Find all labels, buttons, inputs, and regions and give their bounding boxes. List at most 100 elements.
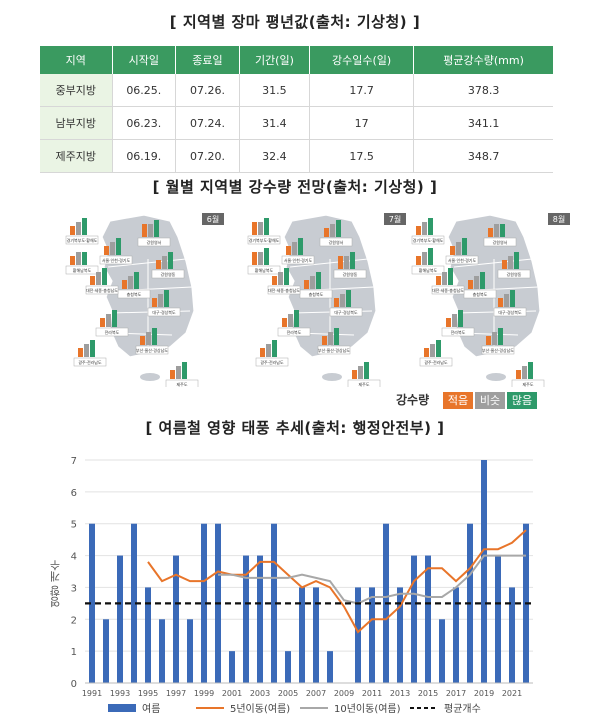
region-outlook-bar <box>292 242 297 255</box>
table-row: 중부지방 06.25. 07.26. 31.5 17.7 378.3 <box>40 74 553 107</box>
region-outlook-bar <box>258 222 263 235</box>
region-label: 전라북도 <box>451 329 466 335</box>
region-outlook-bar <box>116 238 121 255</box>
region-outlook-bar <box>446 318 451 327</box>
region-outlook-bar <box>182 362 187 379</box>
region-outlook-bar <box>456 242 461 255</box>
y-tick-label: 3 <box>71 583 77 594</box>
region-label-box <box>267 285 301 295</box>
region-outlook-bar <box>260 348 265 357</box>
region-outlook-bar <box>492 332 497 345</box>
region-outlook-bar <box>90 340 95 357</box>
x-tick-label: 2009 <box>334 689 354 698</box>
region-outlook-bar <box>100 318 105 327</box>
region-outlook-bar <box>328 332 333 345</box>
region-outlook-bar <box>252 222 257 235</box>
region-outlook-bar <box>436 276 441 285</box>
region-outlook-bar <box>70 226 75 235</box>
region-outlook-bar <box>510 290 515 307</box>
region-label: 부산·울산·경상남도 <box>136 347 168 353</box>
bar-1994 <box>131 523 137 683</box>
region-label-box <box>441 327 475 337</box>
x-tick-label: 1993 <box>110 689 130 698</box>
table-cell: 07.20. <box>175 139 240 173</box>
region-label: 강원영동 <box>507 271 522 277</box>
region-label: 대전·세종·충청남도 <box>86 287 118 293</box>
region-label: 강원영동 <box>161 271 176 277</box>
x-tick-label: 1995 <box>138 689 158 698</box>
region-label-box <box>411 235 445 245</box>
region-label: 대전·세종·충청남도 <box>432 287 464 293</box>
region-outlook-bar <box>140 336 145 345</box>
region-outlook-bar <box>322 336 327 345</box>
region-outlook-bar <box>422 252 427 265</box>
region-outlook-bar <box>344 256 349 269</box>
region-outlook-bar <box>352 370 357 379</box>
region-outlook-bar <box>272 340 277 357</box>
region-outlook-bar <box>264 248 269 265</box>
bar-2017 <box>453 587 459 683</box>
region-outlook-bar <box>330 224 335 237</box>
region-label-box <box>481 345 515 355</box>
table-body: 중부지방 06.25. 07.26. 31.5 17.7 378.3 남부지방 06.23. 0… <box>40 74 553 173</box>
region-outlook-bar <box>324 228 329 237</box>
region-outlook-bar <box>500 224 505 237</box>
region-label-box <box>317 345 351 355</box>
region-outlook-bar <box>266 344 271 357</box>
precip-map-aug: 8월 경기북부도·황해도 황해남북도 강원영서 서울·인천·경기도 강원영동 충청북도 대전·… <box>398 207 578 389</box>
y-tick-label: 6 <box>71 488 77 499</box>
region-outlook-bar <box>522 366 527 379</box>
region-label: 황해남북도 <box>73 267 92 273</box>
region-label-box <box>497 269 531 279</box>
region-outlook-bar <box>78 348 83 357</box>
region-outlook-bar <box>502 260 507 269</box>
precip-map-jun: 6월 경기북부도·황해도 황해남북도 강원영서 서울·인천·경기도 강원영동 충청북도 대전·… <box>52 207 232 389</box>
region-outlook-bar <box>480 272 485 289</box>
region-outlook-bar <box>158 294 163 307</box>
table-row: 제주지방 06.19. 07.20. 32.4 17.5 348.7 <box>40 139 553 173</box>
region-label-box <box>431 285 465 295</box>
bar-2002 <box>243 555 249 683</box>
x-tick-label: 2017 <box>446 689 466 698</box>
legend-10yr-label: 10년이동(여름) <box>334 703 401 715</box>
region-outlook-bar <box>112 310 117 327</box>
region-outlook-bar <box>154 220 159 237</box>
table-cell: 32.4 <box>239 139 311 173</box>
region-outlook-bar <box>142 224 147 237</box>
region-outlook-bar <box>152 328 157 345</box>
region-outlook-bar <box>264 218 269 235</box>
jeju-island <box>322 373 342 381</box>
table-cell: 07.24. <box>175 106 240 140</box>
region-label-box <box>137 237 171 247</box>
region-outlook-bar <box>488 228 493 237</box>
legend-more: 많음 <box>507 392 537 409</box>
region-label: 강원영동 <box>343 271 358 277</box>
region-label: 제주도 <box>176 381 187 387</box>
region-outlook-bar <box>310 276 315 289</box>
region-label: 경기북부도·황해도 <box>413 237 444 243</box>
bar-1995 <box>145 587 151 683</box>
x-tick-label: 2005 <box>278 689 298 698</box>
region-outlook-bar <box>450 246 455 255</box>
month-label: 8월 <box>553 214 565 224</box>
bar-1996 <box>159 619 165 683</box>
region-label: 광주·전라남도 <box>424 359 448 365</box>
y-tick-label: 0 <box>71 679 77 690</box>
line-10yr-moving-avg <box>218 554 526 605</box>
region-outlook-bar <box>424 348 429 357</box>
region-outlook-bar <box>258 252 263 265</box>
y-tick-label: 1 <box>71 647 77 658</box>
bar-2010 <box>355 587 361 683</box>
region-outlook-bar <box>304 280 309 289</box>
bar-2003 <box>257 555 263 683</box>
bar-2001 <box>229 651 235 683</box>
region-outlook-bar <box>416 226 421 235</box>
region-label: 서울·인천·경기도 <box>448 257 477 263</box>
month-label: 7월 <box>389 214 401 224</box>
region-label: 강원영서 <box>147 239 162 245</box>
region-label-box <box>445 255 479 265</box>
bar-2013 <box>397 587 403 683</box>
x-tick-label: 2015 <box>418 689 438 698</box>
x-tick-label: 2001 <box>222 689 242 698</box>
